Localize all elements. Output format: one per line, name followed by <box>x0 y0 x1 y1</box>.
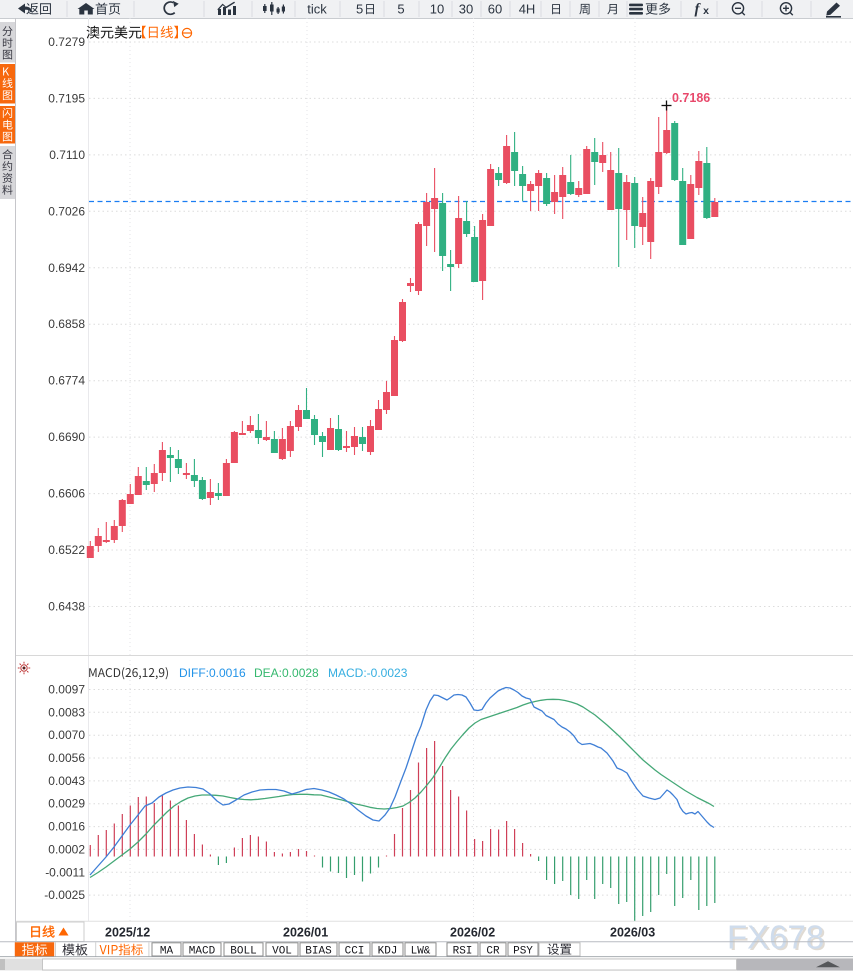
svg-text:0.6774: 0.6774 <box>48 374 85 388</box>
svg-text:0.0029: 0.0029 <box>48 797 85 811</box>
svg-text:0.7186: 0.7186 <box>672 91 710 105</box>
svg-text:DIFF:0.0016: DIFF:0.0016 <box>179 666 246 680</box>
svg-text:MACD: MACD <box>189 946 216 958</box>
svg-text:PSY: PSY <box>513 946 533 958</box>
svg-text:0.0016: 0.0016 <box>48 820 85 834</box>
svg-text:0.0070: 0.0070 <box>48 728 85 742</box>
svg-text:LW&: LW& <box>411 946 431 958</box>
svg-text:2025/12: 2025/12 <box>105 926 150 940</box>
svg-text:RSI: RSI <box>453 946 473 958</box>
svg-text:5: 5 <box>397 2 404 17</box>
svg-text:0.0083: 0.0083 <box>48 705 85 719</box>
svg-text:-0.0011: -0.0011 <box>45 865 85 879</box>
svg-text:0.0043: 0.0043 <box>48 774 85 788</box>
svg-text:10: 10 <box>430 2 444 17</box>
svg-text:5: 5 <box>356 2 363 17</box>
svg-text:0.7026: 0.7026 <box>48 204 85 218</box>
svg-text:0.6606: 0.6606 <box>48 487 85 501</box>
svg-text:FX678: FX678 <box>729 920 826 957</box>
svg-text:60: 60 <box>488 2 502 17</box>
svg-text:0.7110: 0.7110 <box>49 148 85 162</box>
svg-text:0.6858: 0.6858 <box>48 317 85 331</box>
svg-text:VOL: VOL <box>272 946 292 958</box>
svg-text:MA: MA <box>160 946 174 958</box>
svg-text:KDJ: KDJ <box>378 946 398 958</box>
svg-text:tick: tick <box>307 2 327 17</box>
svg-text:0.0056: 0.0056 <box>48 751 85 765</box>
svg-text:0.6522: 0.6522 <box>48 543 85 557</box>
svg-text:2026/01: 2026/01 <box>283 926 328 940</box>
svg-text:0.0002: 0.0002 <box>48 842 85 856</box>
svg-text:2026/03: 2026/03 <box>610 926 655 940</box>
svg-text:0.6438: 0.6438 <box>48 600 85 614</box>
svg-text:DEA:0.0028: DEA:0.0028 <box>254 666 319 680</box>
svg-text:0.0097: 0.0097 <box>48 683 85 697</box>
svg-text:FX678: FX678 <box>727 919 824 956</box>
svg-text:BOLL: BOLL <box>230 946 256 958</box>
svg-text:CR: CR <box>486 946 500 958</box>
svg-text:0.7195: 0.7195 <box>48 91 85 105</box>
svg-text:-0.0025: -0.0025 <box>44 888 85 902</box>
svg-text:CCI: CCI <box>345 946 365 958</box>
svg-text:x: x <box>703 5 709 17</box>
svg-text:MACD:-0.0023: MACD:-0.0023 <box>328 666 408 680</box>
svg-text:2026/02: 2026/02 <box>450 926 495 940</box>
svg-text:BIAS: BIAS <box>305 946 332 958</box>
svg-text:f: f <box>695 2 702 18</box>
svg-text:0.6690: 0.6690 <box>48 430 85 444</box>
svg-text:0.6942: 0.6942 <box>48 261 85 275</box>
svg-text:0.7279: 0.7279 <box>48 35 85 49</box>
svg-text:30: 30 <box>459 2 473 17</box>
svg-text:4H: 4H <box>519 2 536 17</box>
